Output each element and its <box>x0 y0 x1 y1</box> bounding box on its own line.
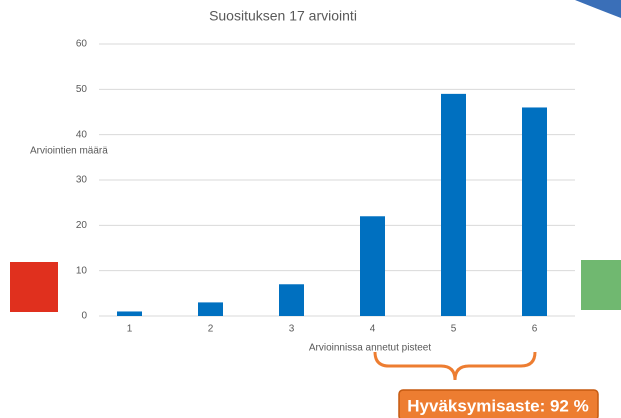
y-tick-label: 40 <box>76 129 88 140</box>
y-tick-label: 60 <box>76 39 88 50</box>
y-tick-label: 0 <box>81 311 87 322</box>
x-tick-label: 6 <box>532 324 538 335</box>
bar <box>441 93 466 316</box>
chart-title: Suosituksen 17 arviointi <box>209 8 357 24</box>
bracket <box>373 351 537 381</box>
red-marker <box>10 262 58 312</box>
y-tick-label: 20 <box>76 220 88 231</box>
x-tick-label: 5 <box>451 324 457 335</box>
x-tick-label: 1 <box>127 324 133 335</box>
corner-decoration <box>575 0 621 18</box>
x-axis-label: Arvioinnissa annetut pisteet <box>309 343 432 354</box>
x-tick-label: 4 <box>370 324 376 335</box>
annotation: Hyväksymisaste: 92 % <box>407 396 588 415</box>
bar <box>279 284 304 316</box>
annotation-box <box>398 389 599 418</box>
bar <box>522 107 547 316</box>
y-tick-label: 10 <box>76 265 88 276</box>
x-tick-label: 3 <box>289 324 295 335</box>
y-tick-label: 50 <box>76 84 88 95</box>
green-marker <box>581 260 621 310</box>
x-tick-label: 2 <box>208 324 214 335</box>
bar <box>360 216 385 316</box>
bar <box>117 311 142 316</box>
y-axis-label: Arviointien määrä <box>30 146 108 157</box>
y-tick-label: 30 <box>76 175 88 186</box>
bar <box>198 302 223 316</box>
